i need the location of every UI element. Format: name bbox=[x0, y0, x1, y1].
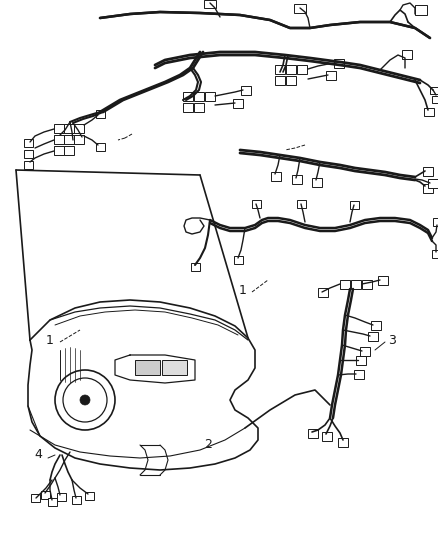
Bar bbox=[432, 96, 438, 103]
Bar bbox=[368, 332, 378, 341]
Bar bbox=[48, 498, 57, 506]
Bar bbox=[428, 179, 438, 188]
Bar bbox=[322, 432, 332, 441]
Bar bbox=[433, 218, 438, 226]
Bar bbox=[318, 288, 328, 297]
Bar bbox=[194, 92, 204, 101]
Bar bbox=[24, 139, 33, 147]
Circle shape bbox=[80, 395, 90, 405]
Bar bbox=[74, 124, 84, 133]
Bar bbox=[371, 321, 381, 330]
Bar bbox=[96, 110, 105, 118]
Bar bbox=[286, 76, 296, 85]
Bar bbox=[297, 65, 307, 74]
Bar bbox=[275, 65, 285, 74]
Bar bbox=[74, 135, 84, 144]
Text: 1: 1 bbox=[239, 284, 247, 296]
Bar bbox=[31, 494, 40, 502]
Bar bbox=[54, 124, 64, 133]
Bar bbox=[334, 59, 344, 68]
Bar bbox=[205, 92, 215, 101]
Bar bbox=[183, 103, 193, 112]
Bar bbox=[354, 370, 364, 379]
Bar bbox=[64, 146, 74, 155]
Bar bbox=[286, 65, 296, 74]
Bar bbox=[326, 71, 336, 80]
Bar bbox=[297, 200, 306, 208]
Bar bbox=[24, 150, 33, 158]
Bar bbox=[252, 200, 261, 208]
Bar bbox=[72, 496, 81, 504]
Bar bbox=[96, 143, 105, 151]
Bar bbox=[356, 356, 366, 365]
Bar bbox=[85, 492, 94, 500]
Bar bbox=[233, 99, 243, 108]
Bar bbox=[64, 124, 74, 133]
Bar bbox=[234, 256, 243, 264]
Bar bbox=[204, 0, 216, 8]
Bar bbox=[378, 276, 388, 285]
Bar bbox=[351, 280, 361, 289]
Bar bbox=[423, 184, 433, 193]
Text: 2: 2 bbox=[204, 439, 212, 451]
Bar bbox=[135, 360, 160, 375]
Text: 3: 3 bbox=[388, 334, 396, 346]
Bar bbox=[162, 360, 187, 375]
Bar bbox=[350, 201, 359, 209]
Bar bbox=[415, 5, 427, 15]
Bar bbox=[275, 76, 285, 85]
Text: 4: 4 bbox=[34, 448, 42, 462]
Bar bbox=[41, 491, 50, 499]
Bar bbox=[402, 50, 412, 59]
Bar bbox=[430, 87, 438, 94]
Bar bbox=[241, 86, 251, 95]
Bar bbox=[338, 438, 348, 447]
Bar bbox=[54, 146, 64, 155]
Bar bbox=[424, 108, 434, 116]
Bar bbox=[423, 167, 433, 176]
Bar bbox=[54, 135, 64, 144]
Bar bbox=[340, 280, 350, 289]
Bar bbox=[362, 280, 372, 289]
Bar bbox=[294, 4, 306, 13]
Bar bbox=[360, 347, 370, 356]
Bar bbox=[194, 103, 204, 112]
Bar bbox=[292, 175, 302, 184]
Text: 1: 1 bbox=[46, 334, 54, 346]
Bar bbox=[191, 263, 200, 271]
Bar bbox=[64, 135, 74, 144]
Bar bbox=[312, 178, 322, 187]
Bar bbox=[24, 161, 33, 169]
Bar bbox=[57, 493, 66, 501]
Bar bbox=[432, 250, 438, 258]
Bar bbox=[271, 172, 281, 181]
Bar bbox=[183, 92, 193, 101]
Bar bbox=[308, 429, 318, 438]
